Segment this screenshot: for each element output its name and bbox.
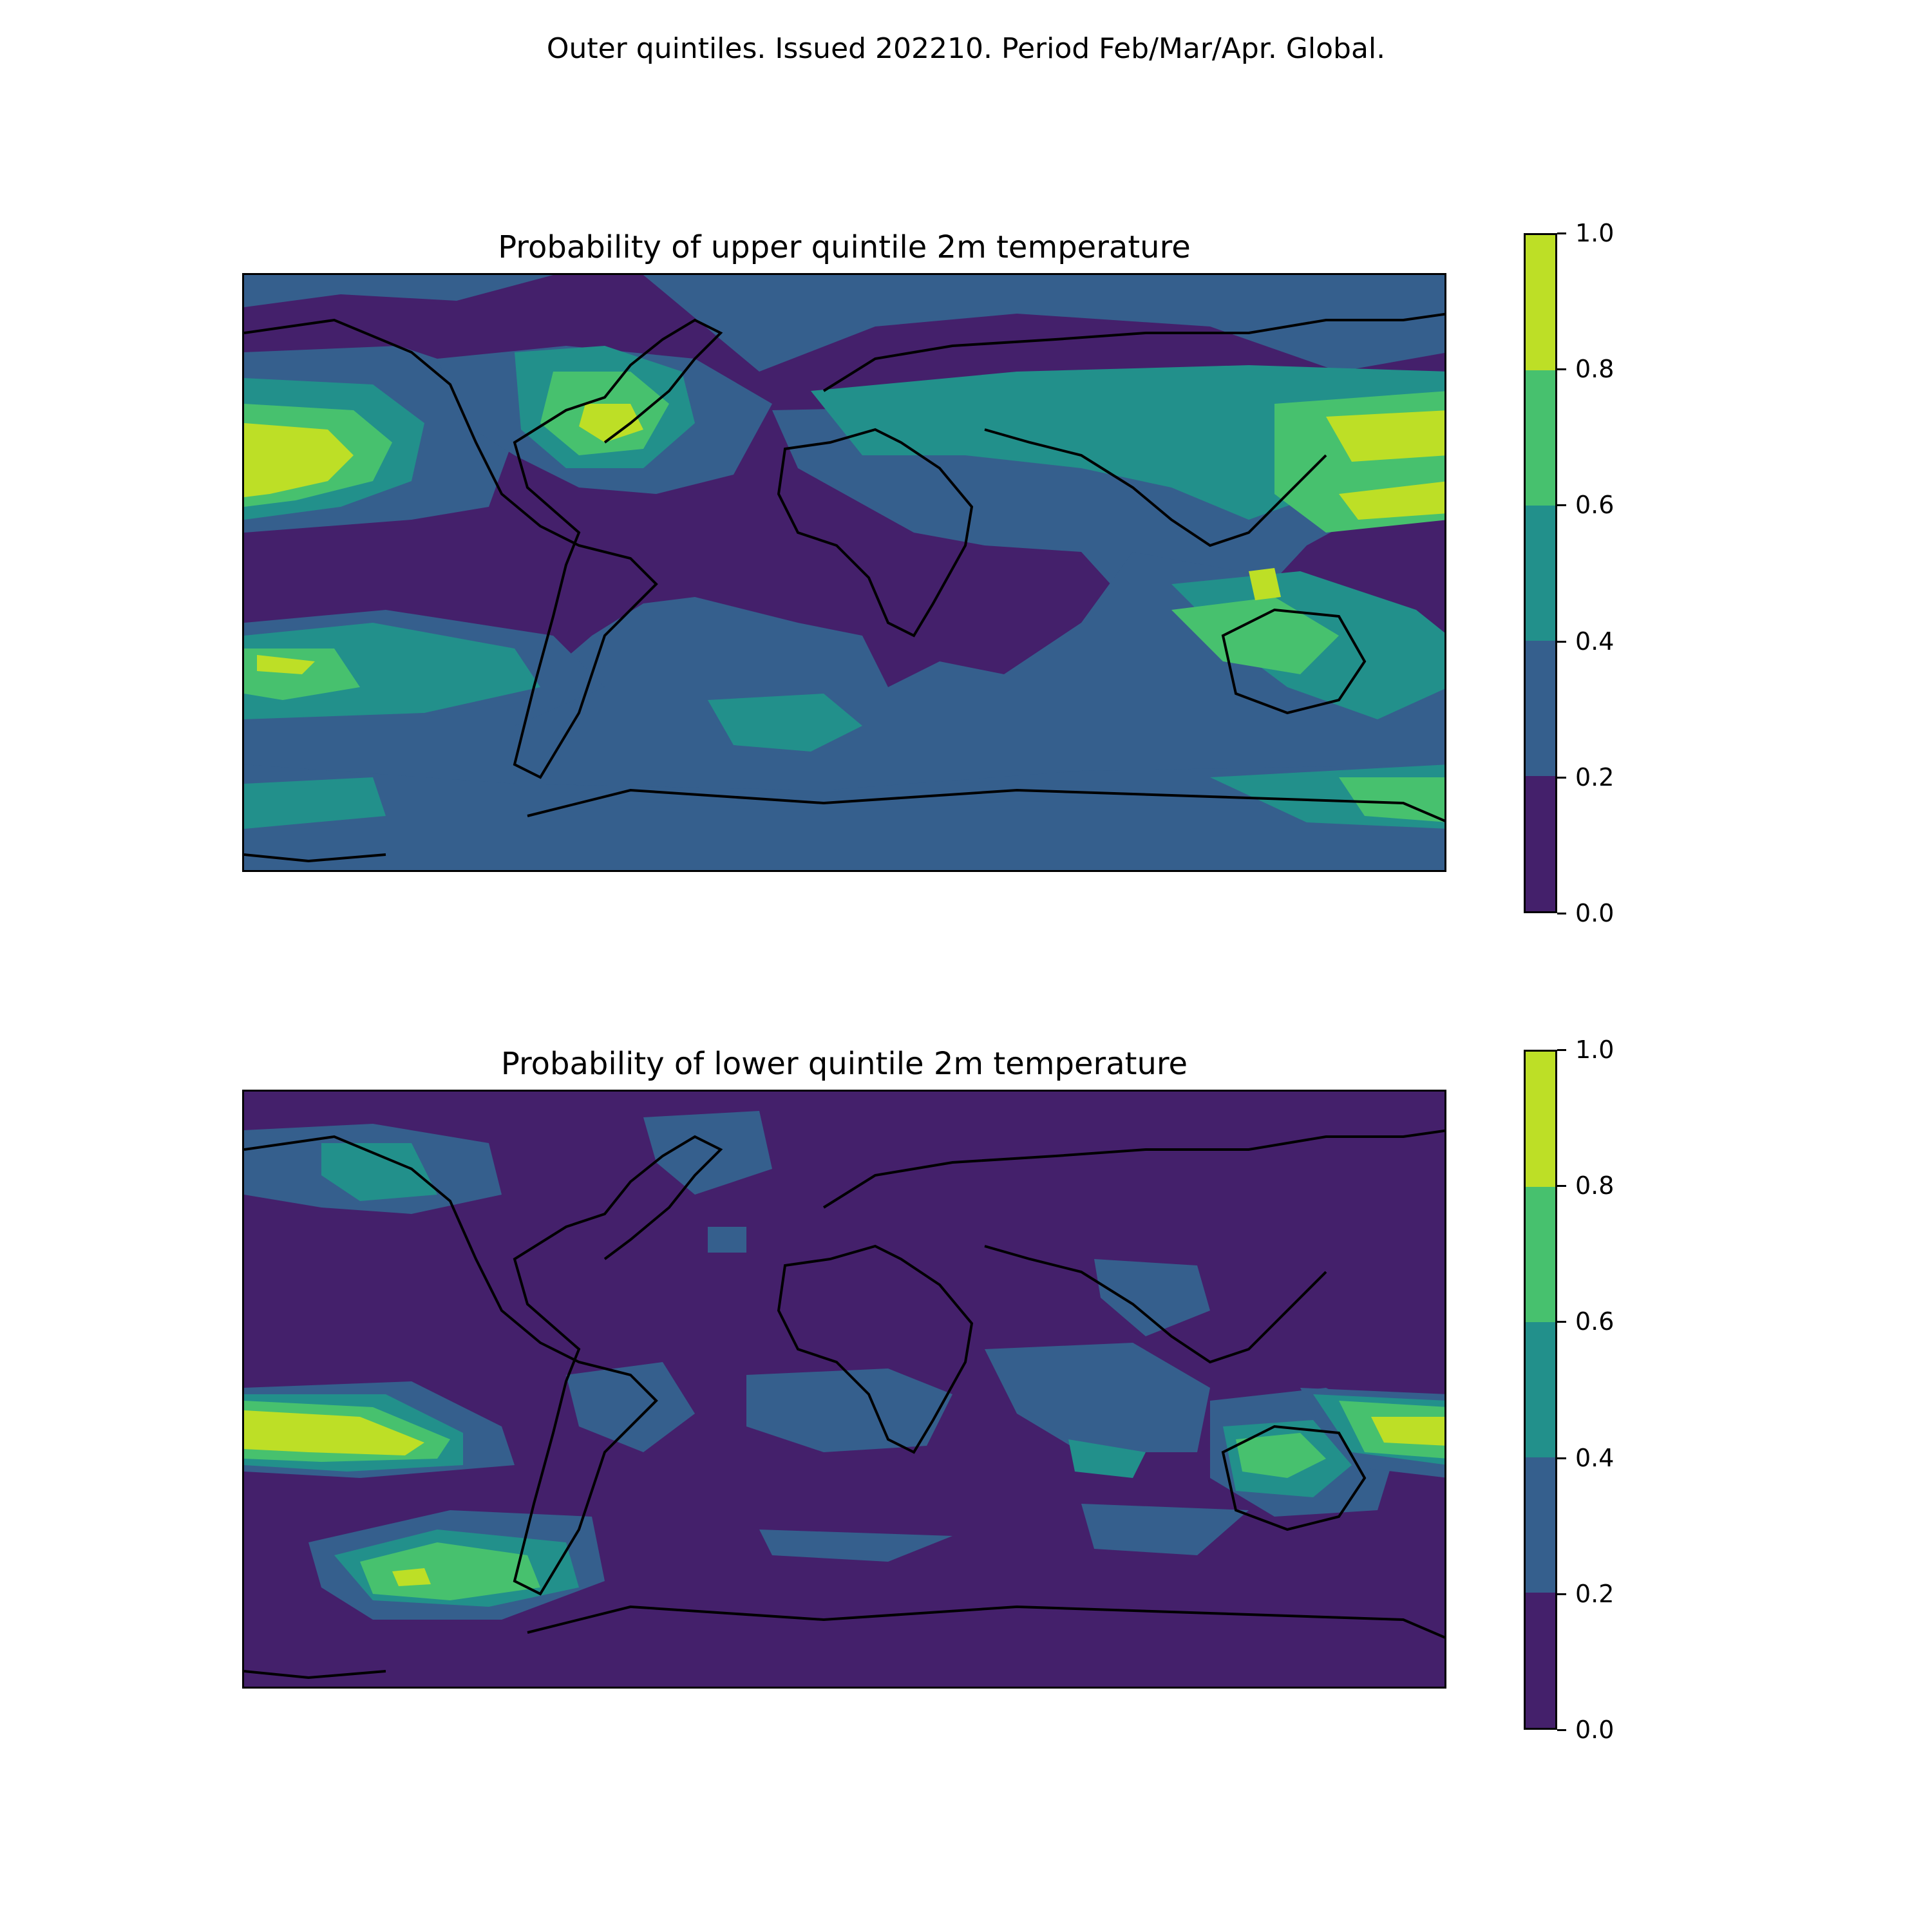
lower-colorbar-seg-1: [1526, 1052, 1555, 1187]
upper-colorbar-seg-4: [1526, 641, 1555, 776]
lower-colorbar: [1524, 1050, 1557, 1730]
upper-map-canvas: [244, 275, 1444, 870]
lower-colorbar-seg-2: [1526, 1187, 1555, 1322]
upper-colorbar-seg-5: [1526, 776, 1555, 911]
upper-panel-title: Probability of upper quintile 2m tempera…: [498, 229, 1191, 265]
upper-colorbar-tick-label: 0.2: [1575, 763, 1615, 791]
lower-colorbar-seg-4: [1526, 1457, 1555, 1593]
lower-colorbar-seg-5: [1526, 1593, 1555, 1728]
upper-colorbar: [1524, 233, 1557, 913]
lower-colorbar-seg-3: [1526, 1322, 1555, 1457]
upper-colorbar-tick-label: 0.8: [1575, 355, 1615, 383]
coastlines: [244, 312, 1444, 863]
lower-colorbar-tick-label: 0.0: [1575, 1716, 1615, 1744]
lower-map: [242, 1090, 1446, 1689]
figure-suptitle: Outer quintiles. Issued 202210. Period F…: [546, 32, 1386, 65]
upper-colorbar-seg-1: [1526, 235, 1555, 370]
lower-map-canvas: [244, 1092, 1444, 1687]
lower-colorbar-tick-label: 0.4: [1575, 1444, 1615, 1472]
level-0.8-1.0: [244, 404, 1444, 674]
lower-colorbar-tick-label: 0.6: [1575, 1307, 1615, 1336]
lower-colorbar-tick-label: 1.0: [1575, 1036, 1615, 1064]
upper-colorbar-seg-2: [1526, 370, 1555, 506]
coastlines: [244, 1129, 1444, 1680]
lower-colorbar-tick-label: 0.8: [1575, 1171, 1615, 1200]
upper-colorbar-tick-label: 0.6: [1575, 491, 1615, 519]
upper-colorbar-tick-label: 0.4: [1575, 627, 1615, 656]
upper-map: [242, 273, 1446, 872]
lower-colorbar-tick-label: 0.2: [1575, 1580, 1615, 1608]
upper-colorbar-seg-3: [1526, 506, 1555, 641]
lower-panel-title: Probability of lower quintile 2m tempera…: [500, 1046, 1188, 1082]
level-0.8-1.0: [244, 1410, 1444, 1586]
upper-colorbar-tick-label: 0.0: [1575, 899, 1615, 927]
upper-colorbar-tick-label: 1.0: [1575, 219, 1615, 247]
